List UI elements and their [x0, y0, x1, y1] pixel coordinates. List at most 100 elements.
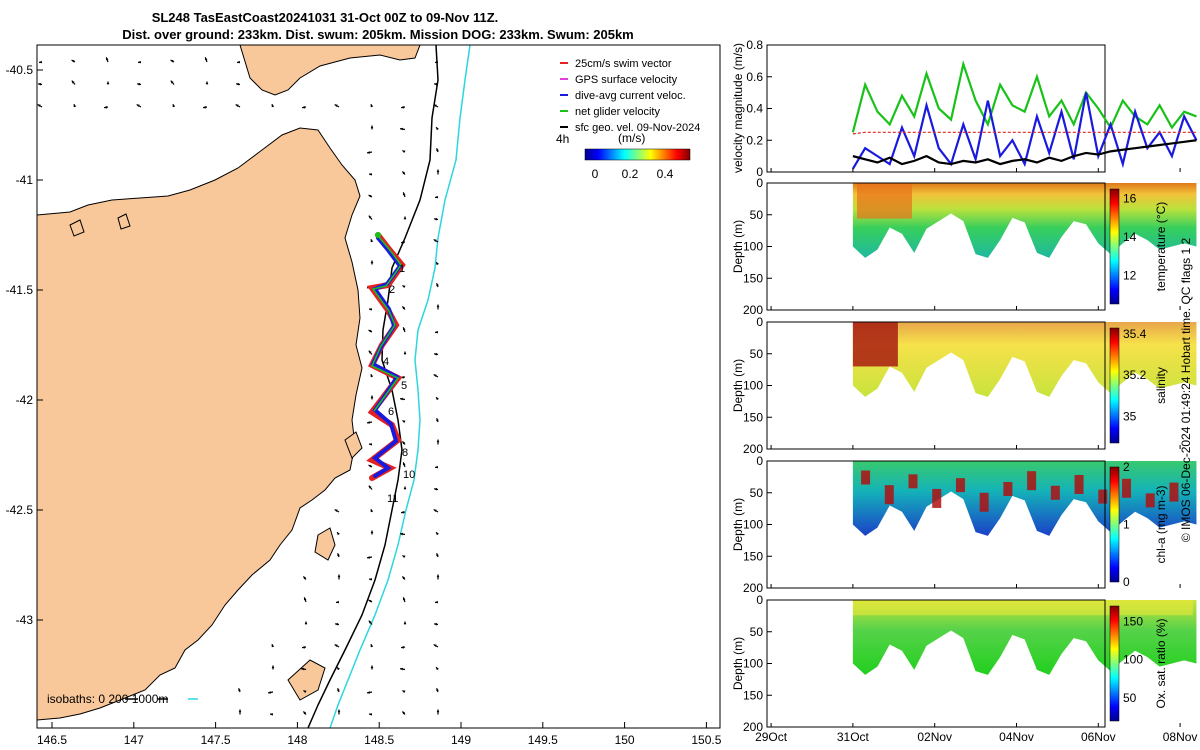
geo-velocity-arrowhead: [402, 555, 406, 559]
velocity-series-sfc-geo-vel-: [852, 139, 1197, 166]
geo-velocity-arrowhead: [402, 285, 406, 289]
section-cbar-label: Ox. sat. ratio (%): [1154, 618, 1168, 708]
section-y-tick: 50: [750, 347, 764, 361]
geo-velocity-arrowhead: [235, 104, 239, 108]
section-cbar-tick: 16: [1123, 192, 1137, 206]
waypoint-label: 4: [383, 356, 389, 368]
section-cbar-tick: 35.2: [1123, 368, 1147, 382]
section-ylabel: Depth (m): [731, 359, 745, 412]
colorbar-title: (m/s): [618, 131, 645, 145]
geo-velocity-arrowhead: [302, 645, 305, 649]
geo-velocity-arrowhead: [435, 330, 438, 334]
geo-velocity-arrowhead: [303, 597, 307, 601]
time-tick: 02Nov: [917, 730, 952, 744]
section-ylabel: Depth (m): [731, 637, 745, 690]
geo-velocity-arrowhead: [337, 532, 340, 536]
geo-velocity-arrowhead: [368, 485, 372, 489]
section-cbar-tick: 150: [1123, 614, 1143, 628]
geo-velocity-arrowhead: [433, 374, 437, 378]
geo-velocity-arrowhead: [367, 421, 370, 424]
chl-high-patch: [861, 470, 871, 485]
map-x-tick: 150.5: [691, 733, 721, 747]
geo-velocity-arrowhead: [236, 82, 239, 86]
legend-dac: dive-avg current veloc.: [575, 90, 686, 102]
geo-velocity-arrowhead: [237, 60, 240, 64]
geo-velocity-arrowhead: [138, 60, 141, 64]
geo-velocity-arrowhead: [436, 169, 440, 173]
waypoint-label: 11: [387, 493, 398, 505]
map-x-tick: 150: [615, 733, 635, 747]
section-y-tick: 0: [756, 454, 763, 468]
geo-velocity-arrowhead: [337, 667, 340, 671]
map-y-tick: -42: [16, 393, 34, 407]
geo-velocity-arrowhead: [271, 644, 275, 648]
isobath-1000m: [329, 45, 471, 728]
map-x-tick: 146.5: [37, 733, 67, 747]
section-y-tick: 200: [743, 720, 763, 734]
geo-velocity-arrowhead: [304, 621, 308, 625]
section-cbar-tick: 14: [1123, 230, 1137, 244]
chl-high-patch: [908, 474, 918, 489]
section-cbar-tick: 1: [1123, 518, 1130, 532]
chl-high-patch: [955, 478, 965, 493]
section-y-tick: 150: [743, 688, 763, 702]
section-cbar-label: salinity: [1154, 367, 1168, 404]
geo-velocity-arrowhead: [402, 462, 406, 466]
geo-velocity-arrowhead: [268, 691, 271, 694]
colorbar-tick: 0.4: [657, 167, 674, 181]
geo-velocity-arrowhead: [137, 82, 140, 86]
chl-high-patch: [1122, 478, 1132, 498]
section-y-tick: 100: [743, 240, 763, 254]
geo-velocity-arrowhead: [403, 216, 407, 220]
geo-velocity-arrowhead: [369, 308, 372, 311]
geo-velocity-arrowhead: [402, 192, 406, 196]
section-y-tick: 50: [750, 486, 764, 500]
title-line-2: Dist. over ground: 233km. Dist. swum: 20…: [122, 27, 634, 42]
section-cbar-tick: 2: [1123, 460, 1130, 474]
section-y-tick: 200: [743, 303, 763, 317]
speed-colorbar: [584, 148, 691, 161]
geo-velocity-arrowhead: [370, 644, 374, 648]
geo-velocity-arrowhead: [368, 350, 372, 354]
geo-velocity-arrowhead: [400, 532, 403, 536]
waypoint-label: 1: [399, 263, 405, 275]
section-y-tick: 0: [756, 315, 763, 329]
section-cbar-tick: 35.4: [1123, 327, 1147, 341]
geo-velocity-arrowhead: [402, 597, 406, 601]
chl-high-patch: [1003, 481, 1013, 496]
geo-velocity-arrowhead: [170, 80, 174, 84]
high-salinity-patch: [852, 322, 898, 367]
section-cbar-label: chl-a (mg m-3): [1154, 485, 1168, 563]
geo-velocity-arrowhead: [337, 553, 340, 557]
geo-velocity-arrowhead: [436, 397, 439, 401]
section-cbar-tick: 0: [1123, 575, 1130, 589]
map-x-tick: 148.5: [364, 733, 394, 747]
geo-velocity-arrowhead: [401, 105, 404, 109]
section-colorbar-3: [1109, 605, 1120, 722]
right-panels: 0 0.2 0.4 0.6 0.8 velocity magnitude (m/s) 0…: [731, 38, 1197, 744]
geo-velocity-arrowhead: [303, 690, 307, 694]
geo-velocity-arrowhead: [402, 441, 406, 445]
legend-swim: 25cm/s swim vector: [575, 58, 672, 70]
velocity-y-tick: 0.2: [746, 133, 763, 147]
velocity-y-tick: 0: [756, 165, 763, 179]
geo-velocity-arrowhead: [73, 104, 77, 108]
chl-high-patch: [979, 492, 989, 512]
geo-velocity-arrowhead: [368, 465, 372, 468]
mainland-corner-land: [239, 45, 421, 96]
geo-velocity-arrowhead: [369, 578, 372, 581]
geo-velocity-arrowhead: [400, 397, 403, 401]
section-y-tick: 200: [743, 442, 763, 456]
geo-velocity-arrowhead: [401, 510, 404, 514]
geo-velocity-arrowhead: [104, 105, 107, 109]
section-ylabel: Depth (m): [731, 220, 745, 273]
section-y-tick: 150: [743, 271, 763, 285]
geo-velocity-arrowhead: [370, 374, 374, 378]
geo-velocity-arrowhead: [105, 57, 109, 61]
geo-velocity-arrowhead: [436, 148, 439, 152]
geo-velocity-arrowhead: [238, 709, 242, 713]
island: [69, 219, 85, 237]
map-panel: 1 2 4 5 6 8 10 11 25cm/s swim vector GPS…: [6, 44, 722, 747]
map-legend: 25cm/s swim vector GPS surface velocity …: [560, 58, 700, 134]
geo-velocity-arrowhead: [369, 443, 372, 446]
